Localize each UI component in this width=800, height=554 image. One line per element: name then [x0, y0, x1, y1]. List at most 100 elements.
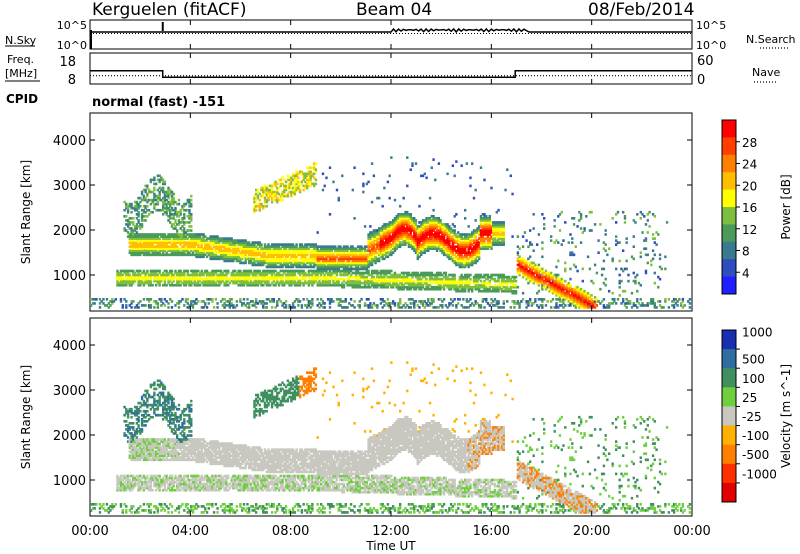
power-cell: [267, 261, 270, 265]
power-cell: [457, 253, 460, 257]
power-cell: [428, 302, 432, 305]
power-cell: [255, 269, 258, 273]
power-cell: [478, 289, 481, 293]
power-cell: [125, 219, 128, 222]
power-cell: [353, 281, 356, 285]
power-cell: [311, 304, 314, 307]
power-cell: [160, 247, 163, 251]
power-cell: [176, 229, 179, 232]
power-cell: [128, 221, 131, 224]
power-cell: [170, 194, 174, 198]
power-cell: [332, 245, 335, 249]
power-cell: [395, 227, 398, 230]
power-cell: [297, 298, 300, 301]
power-cell: [142, 253, 146, 257]
power-cell: [137, 210, 140, 214]
power-cell: [165, 251, 168, 255]
power-cell: [186, 273, 189, 277]
power-cell: [441, 227, 444, 230]
power-cell: [276, 271, 279, 275]
power-cell: [363, 247, 367, 251]
power-cell: [407, 223, 411, 226]
power-cell: [209, 249, 212, 253]
power-cell: [132, 245, 135, 249]
power-cell: [270, 253, 274, 257]
power-cell: [427, 241, 430, 244]
power-cell: [256, 277, 260, 281]
power-cell: [451, 259, 455, 263]
power-cell: [140, 213, 144, 216]
power-cell: [367, 259, 370, 263]
power-cell: [212, 239, 216, 242]
power-cell: [279, 279, 282, 283]
power-cell: [284, 273, 288, 277]
power-cell: [469, 235, 472, 238]
power-cell: [165, 271, 168, 275]
power-cell: [409, 302, 412, 305]
power-cell: [235, 304, 239, 307]
power-cell: [353, 255, 356, 259]
power-cell: [256, 279, 260, 283]
power-cell: [386, 275, 390, 279]
power-cell: [130, 245, 133, 249]
power-cell: [272, 194, 275, 198]
power-cell: [472, 239, 476, 242]
power-cell: [439, 283, 442, 287]
power-cell: [346, 259, 349, 263]
power-cell: [190, 302, 193, 305]
power-cell: [358, 257, 361, 261]
station-title: Kerguelen (fitACF): [92, 0, 247, 20]
power-cell: [225, 243, 228, 246]
power-cell: [495, 287, 498, 291]
power-cell: [234, 243, 237, 246]
power-cell: [492, 285, 495, 289]
power-cell: [313, 166, 316, 170]
power-cell: [439, 231, 442, 234]
power-cell: [446, 283, 449, 287]
power-cell: [395, 279, 398, 283]
power-cell: [446, 223, 449, 226]
power-cell: [158, 247, 161, 251]
power-cell: [241, 249, 244, 253]
power-cell: [142, 283, 146, 287]
power-cell: [195, 255, 198, 259]
power-cell: [467, 247, 470, 251]
power-cell: [260, 249, 263, 253]
power-cell: [434, 306, 437, 309]
power-cell: [128, 275, 131, 279]
power-cell: [263, 259, 267, 263]
power-cell: [183, 281, 186, 285]
power-cell: [355, 277, 358, 281]
power-cell: [146, 198, 149, 202]
power-cell: [241, 255, 244, 259]
power-cell: [381, 271, 384, 275]
power-cell: [378, 227, 381, 230]
power-cell: [186, 233, 189, 236]
power-cell: [355, 247, 358, 251]
power-cell: [125, 204, 128, 208]
power-cell: [246, 249, 249, 253]
power-cell: [372, 235, 376, 238]
power-cell: [251, 271, 254, 275]
power-cell: [472, 304, 476, 307]
power-cell: [198, 237, 202, 240]
power-cell: [479, 283, 483, 287]
power-cell: [225, 275, 228, 279]
power-cell: [495, 225, 498, 228]
power-cell: [356, 269, 360, 273]
power-cell: [479, 231, 483, 234]
power-cell: [488, 217, 491, 220]
power-cell: [267, 263, 270, 267]
power-cell: [490, 277, 493, 281]
power-cell: [421, 241, 425, 244]
power-cell: [132, 223, 135, 226]
power-cell: [321, 251, 325, 255]
power-cell: [476, 239, 479, 242]
power-cell: [140, 245, 144, 249]
power-cell: [421, 221, 425, 224]
power-cell: [274, 247, 277, 251]
power-cell: [306, 184, 309, 188]
power-cell: [425, 221, 428, 224]
power-cell: [392, 229, 395, 232]
power-cell: [211, 298, 214, 301]
